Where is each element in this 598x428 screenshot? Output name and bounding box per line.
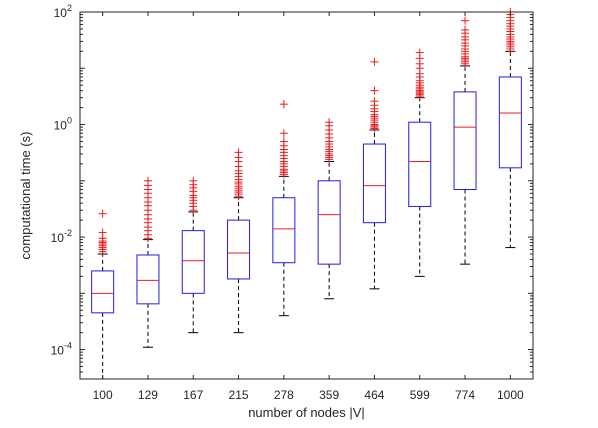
iqr-box (408, 121, 432, 207)
outlier-point (279, 129, 288, 138)
iqr-box (362, 143, 386, 224)
outlier-point (98, 228, 107, 237)
box-group (362, 57, 386, 290)
iqr-box (227, 219, 251, 280)
plot-area (91, 8, 522, 380)
outlier-point (98, 209, 107, 218)
x-axis-label: number of nodes |V| (248, 405, 365, 420)
outlier-point (189, 176, 198, 185)
box-group (408, 48, 432, 277)
iqr-box (453, 91, 477, 191)
y-axis-label: computational time (s) (18, 132, 33, 260)
x-tick-label: 215 (229, 388, 249, 402)
box-group (317, 118, 341, 300)
iqr-box (136, 254, 160, 305)
outlier-point (461, 16, 470, 25)
x-tick-label: 774 (455, 388, 475, 402)
iqr-box (91, 270, 115, 314)
outlier-point (279, 100, 288, 109)
outlier-point (143, 176, 152, 185)
box-group (227, 148, 251, 334)
y-tick-label: 100 (54, 116, 72, 133)
iqr-box (498, 76, 522, 169)
x-tick-label: 359 (319, 388, 339, 402)
outlier-point (234, 148, 243, 157)
x-tick-label: 100 (93, 388, 113, 402)
box-group (181, 176, 205, 334)
box-group (453, 16, 477, 265)
iqr-box (181, 230, 205, 294)
outlier-point (370, 97, 379, 106)
box-group (272, 100, 296, 317)
x-tick-label: 464 (364, 388, 384, 402)
box-group (136, 176, 160, 348)
y-tick-label: 102 (54, 3, 72, 20)
outlier-point (370, 57, 379, 66)
outlier-point (461, 25, 470, 34)
axes-frame (79, 11, 534, 380)
box-group (91, 209, 115, 380)
x-tick-label: 1000 (497, 388, 524, 402)
x-tick-label: 167 (183, 388, 203, 402)
x-tick-label: 278 (274, 388, 294, 402)
outlier-point (415, 48, 424, 57)
x-tick-label: 599 (410, 388, 430, 402)
axis-ticks: 100 129 167 215 278 359 464 599 774 1000 10-4 10-2 1… (51, 3, 533, 402)
outlier-point (325, 118, 334, 127)
outlier-point (370, 86, 379, 95)
iqr-box (317, 180, 341, 265)
y-tick-label: 10-2 (51, 228, 72, 245)
iqr-box (272, 197, 296, 264)
outlier-point (279, 137, 288, 146)
y-tick-label: 10-4 (51, 341, 72, 358)
x-tick-label: 129 (138, 388, 158, 402)
